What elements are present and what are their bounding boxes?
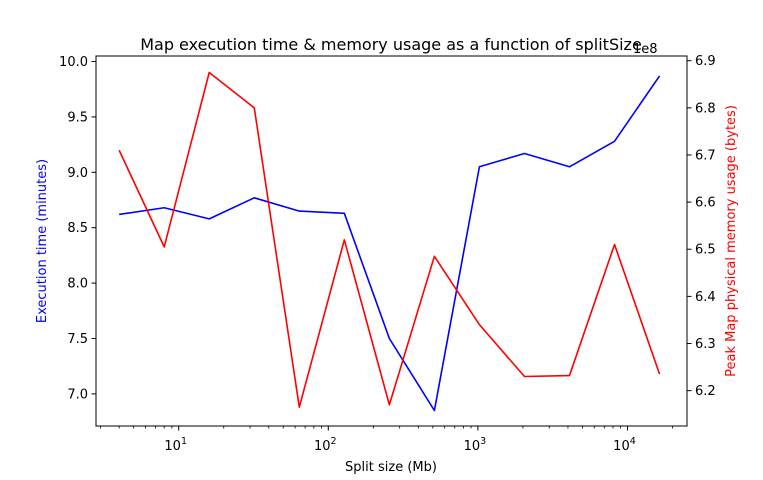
y-right-tick-label: 6.9 — [695, 54, 716, 69]
y-left-tick-label: 9.0 — [67, 166, 88, 181]
y-right-tick-label: 6.6 — [695, 196, 716, 211]
x-axis: 101 102 103 104 — [100, 426, 673, 454]
y-right-tick-label: 6.7 — [695, 148, 716, 163]
x-axis-label: Split size (Mb) — [345, 460, 437, 475]
execution-time-line — [119, 75, 661, 412]
y-axis-right-offset-text: 1e8 — [633, 42, 658, 57]
y-right-tick-label: 6.3 — [695, 337, 716, 352]
y-left-tick-label: 9.5 — [67, 110, 88, 125]
chart-title: Map execution time & memory usage as a f… — [140, 35, 642, 54]
y-right-tick-label: 6.8 — [695, 101, 716, 116]
y-axis-right: 6.2 6.3 6.4 6.5 6.6 6.7 6.8 6.9 — [687, 54, 716, 399]
y-right-tick-label: 6.5 — [695, 243, 716, 258]
plot-area — [95, 55, 688, 427]
y-right-tick-label: 6.2 — [695, 384, 716, 399]
y-axis-left: 7.0 7.5 8.0 8.5 9.0 9.5 10.0 — [59, 55, 96, 402]
y-axis-left-label: Execution time (minutes) — [35, 159, 50, 323]
y-left-tick-label: 8.0 — [67, 277, 88, 292]
y-left-tick-label: 7.0 — [67, 387, 88, 402]
y-axis-right-label: Peak Map physical memory usage (bytes) — [724, 105, 739, 377]
x-tick-label: 102 — [314, 436, 337, 454]
y-left-tick-label: 10.0 — [59, 55, 88, 70]
plot-frame — [95, 55, 688, 427]
x-tick-label: 104 — [613, 436, 636, 454]
x-tick-label: 101 — [164, 436, 187, 454]
memory-usage-line — [118, 71, 661, 408]
x-tick-label: 103 — [464, 436, 487, 454]
y-right-tick-label: 6.4 — [695, 290, 716, 305]
y-left-tick-label: 7.5 — [67, 332, 88, 347]
y-left-tick-label: 8.5 — [67, 221, 88, 236]
